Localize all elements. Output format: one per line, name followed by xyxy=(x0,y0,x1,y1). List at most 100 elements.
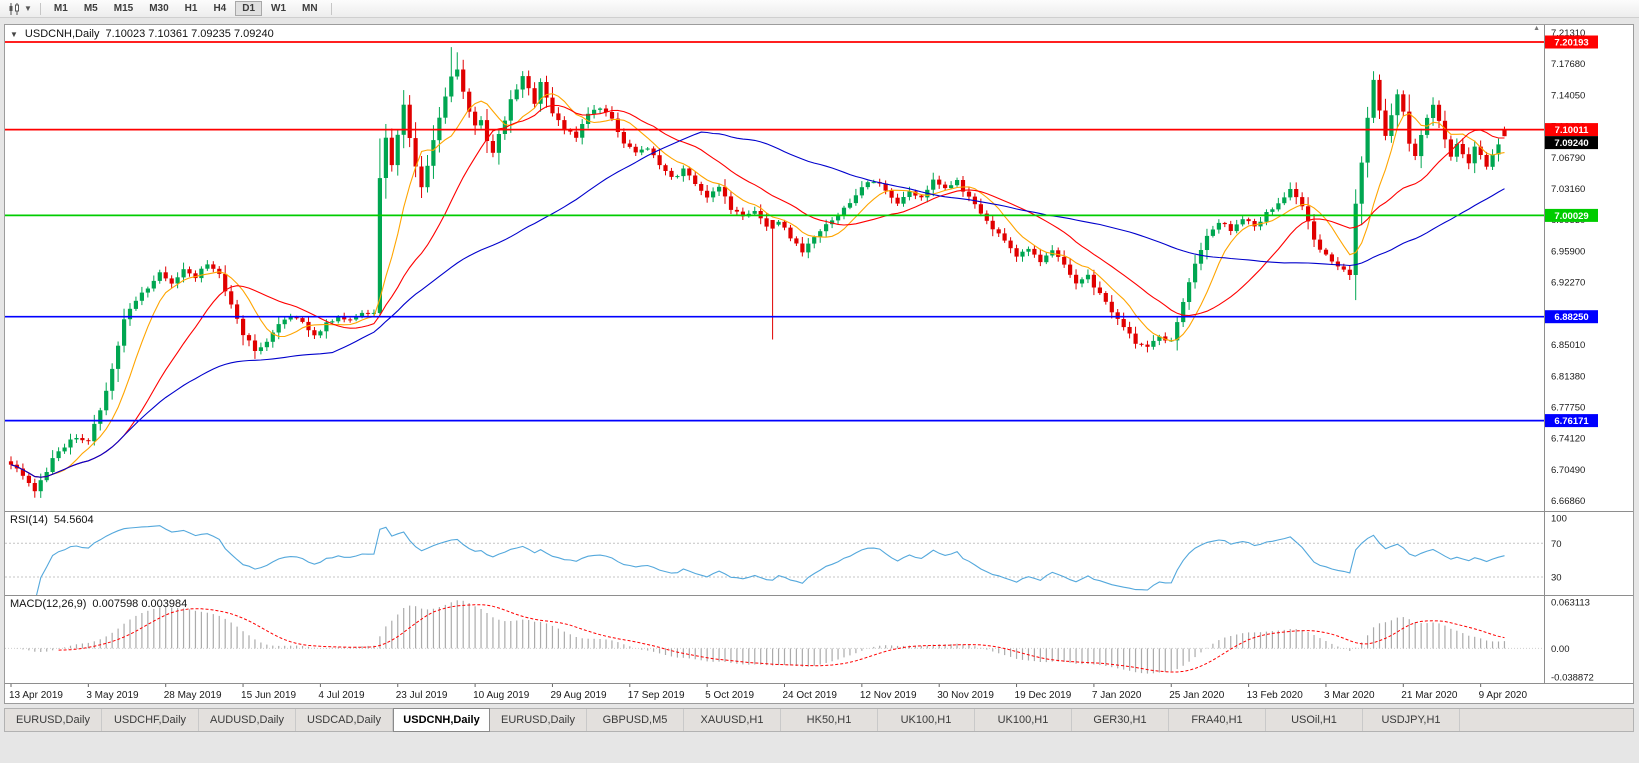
macd-layer xyxy=(5,600,1544,674)
candle-body xyxy=(627,143,632,147)
candle-body xyxy=(68,439,73,448)
chart-tab-audusd-daily[interactable]: AUDUSD,Daily xyxy=(199,709,296,731)
chart-tab-fra40-h1[interactable]: FRA40,H1 xyxy=(1169,709,1266,731)
timeframe-m5-button[interactable]: M5 xyxy=(83,3,98,14)
candle-body xyxy=(32,483,37,492)
ma-medium-line xyxy=(10,104,1505,478)
candle-body xyxy=(770,220,775,229)
chart-tab-usdchf-daily[interactable]: USDCHF,Daily xyxy=(102,709,199,731)
timeframe-m15-button[interactable]: M15 xyxy=(113,3,134,14)
candle-body xyxy=(145,288,150,293)
candle-body xyxy=(1175,322,1180,341)
chart-tab-xauusd-h1[interactable]: XAUUSD,H1 xyxy=(684,709,781,731)
time-axis-label: 13 Apr 2019 xyxy=(9,690,63,701)
chart-tab-usdcad-daily[interactable]: USDCAD,Daily xyxy=(296,709,393,731)
candle-body xyxy=(395,134,400,166)
macd-axis-label: 0.063113 xyxy=(1551,598,1590,609)
chart-canvas[interactable]: 7.213107.176807.140507.104207.067907.031… xyxy=(5,25,1633,703)
price-tag xyxy=(1545,310,1598,324)
chart-tab-gbpusd-m5[interactable]: GBPUSD,M5 xyxy=(587,709,684,731)
candle-body xyxy=(562,120,567,130)
price-tag xyxy=(1545,35,1598,49)
candle-body xyxy=(955,180,960,186)
price-axis-label: 6.85010 xyxy=(1551,340,1585,351)
candle-body xyxy=(50,458,55,472)
candle-body xyxy=(687,168,692,176)
timeframe-mn-button[interactable]: MN xyxy=(302,3,318,14)
price-tag-label: 7.20193 xyxy=(1554,38,1588,49)
candle-body xyxy=(294,317,299,319)
price-tag xyxy=(1545,123,1598,137)
candle-body xyxy=(1068,264,1073,275)
timeframe-w1-button[interactable]: W1 xyxy=(271,3,287,14)
time-axis-label: 28 May 2019 xyxy=(164,690,222,701)
candle-body xyxy=(1103,293,1108,302)
price-axis-label: 6.70490 xyxy=(1551,465,1585,476)
candle-body xyxy=(365,312,371,314)
timeframe-toolbar: ▼ M1 M5 M15 M30 H1 H4 D1 W1 MN xyxy=(0,0,1639,18)
candle-body xyxy=(1490,154,1495,167)
price-axis-label: 7.17680 xyxy=(1551,59,1585,70)
candle-body xyxy=(1413,143,1418,156)
candle-body xyxy=(1448,139,1453,157)
chart-tab-uk100-h1[interactable]: UK100,H1 xyxy=(975,709,1072,731)
candle-body xyxy=(1401,94,1406,112)
timeframe-m1-button[interactable]: M1 xyxy=(53,3,68,14)
candle-body xyxy=(794,238,799,244)
time-axis-label: 3 Mar 2020 xyxy=(1324,690,1375,701)
candle-body xyxy=(865,182,870,188)
candle-body xyxy=(1234,224,1239,232)
candle-body xyxy=(1436,104,1442,121)
chart-tab-uk100-h1[interactable]: UK100,H1 xyxy=(878,709,975,731)
candle-body xyxy=(728,196,734,210)
candle-body xyxy=(574,131,579,138)
candle-body xyxy=(127,308,133,320)
candle-body xyxy=(895,197,900,204)
candle-body xyxy=(663,165,668,171)
candle-body xyxy=(699,184,704,191)
timeframe-m30-button[interactable]: M30 xyxy=(149,3,169,14)
candle-body xyxy=(788,227,793,239)
candle-body xyxy=(1407,111,1412,144)
price-axis-label: 6.92270 xyxy=(1551,278,1585,289)
time-axis-label: 10 Aug 2019 xyxy=(473,690,530,701)
price-axis-label: 6.66860 xyxy=(1551,496,1585,507)
chart-type-button[interactable]: ▼ xyxy=(5,2,35,16)
chart-tab-eurusd-daily[interactable]: EURUSD,Daily xyxy=(5,709,102,731)
time-axis-label: 3 May 2019 xyxy=(86,690,139,701)
candle-body xyxy=(705,190,710,198)
candle-body xyxy=(122,319,127,346)
price-tag xyxy=(1545,414,1598,428)
chart-tab-eurusd-daily[interactable]: EURUSD,Daily xyxy=(490,709,587,731)
chart-tab-usoil-h1[interactable]: USOil,H1 xyxy=(1266,709,1363,731)
candle-body xyxy=(526,76,531,89)
time-axis-label: 29 Aug 2019 xyxy=(550,690,607,701)
candle-body xyxy=(1288,189,1293,198)
chart-tab-usdcnh-daily[interactable]: USDCNH,Daily xyxy=(393,708,490,732)
price-tag-label: 7.09240 xyxy=(1554,138,1588,149)
candle-body xyxy=(342,316,347,320)
candle-body xyxy=(883,183,888,191)
candle-body xyxy=(1014,248,1019,257)
timeframe-d1-button[interactable]: D1 xyxy=(235,1,263,16)
time-axis-label: 30 Nov 2019 xyxy=(937,690,994,701)
macd-signal-line xyxy=(58,604,1505,673)
rsi-axis-label: 30 xyxy=(1551,573,1562,584)
candle-body xyxy=(859,187,864,196)
candle-body xyxy=(1252,221,1257,227)
timeframe-h4-button[interactable]: H4 xyxy=(213,3,227,14)
price-axis-label: 6.74120 xyxy=(1551,434,1585,445)
timeframe-h1-button[interactable]: H1 xyxy=(184,3,198,14)
candle-body xyxy=(776,221,781,225)
candle-body xyxy=(169,278,174,284)
candle-body xyxy=(1312,221,1317,240)
toolbar-separator xyxy=(39,2,41,15)
candle-body xyxy=(1276,203,1281,210)
chart-tab-hk50-h1[interactable]: HK50,H1 xyxy=(781,709,878,731)
chart-tab-ger30-h1[interactable]: GER30,H1 xyxy=(1072,709,1169,731)
rsi-layer xyxy=(5,525,1544,595)
candle-body xyxy=(1329,254,1334,262)
candle-body xyxy=(1163,336,1168,341)
chart-tab-usdjpy-h1[interactable]: USDJPY,H1 xyxy=(1363,709,1460,731)
